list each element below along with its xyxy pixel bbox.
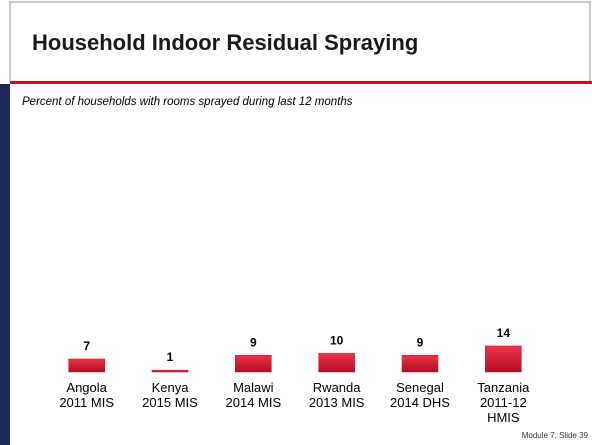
chart-subtitle: Percent of households with rooms sprayed… bbox=[22, 96, 353, 108]
bar bbox=[401, 355, 439, 373]
bar bbox=[318, 353, 355, 373]
x-tick-label: Angola 2011 MIS bbox=[59, 380, 114, 410]
x-tick-label: Senegal 2014 DHS bbox=[390, 380, 450, 410]
x-tick-label: Rwanda 2013 MIS bbox=[308, 380, 365, 410]
slide-title: Household Indoor Residual Spraying bbox=[32, 30, 419, 55]
bar bbox=[485, 345, 522, 373]
x-tick-label: Malawi 2014 MIS bbox=[225, 380, 282, 410]
data-label: 1 bbox=[167, 350, 174, 364]
title-rule bbox=[10, 81, 592, 84]
data-label: 7 bbox=[83, 339, 90, 353]
data-label: 9 bbox=[250, 335, 257, 349]
x-tick-label: Kenya 2015 MIS bbox=[142, 380, 198, 410]
data-label: 9 bbox=[417, 335, 424, 349]
bar bbox=[235, 355, 272, 373]
title-frame bbox=[9, 1, 591, 83]
data-label: 14 bbox=[497, 326, 511, 340]
slide-footer: Module 7, Slide 39 bbox=[521, 431, 588, 440]
bar bbox=[151, 369, 189, 373]
side-strip bbox=[0, 84, 10, 445]
data-label: 10 bbox=[330, 333, 344, 347]
bar bbox=[68, 358, 105, 373]
x-tick-label: Tanzania 2011-12 HMIS bbox=[477, 380, 530, 425]
